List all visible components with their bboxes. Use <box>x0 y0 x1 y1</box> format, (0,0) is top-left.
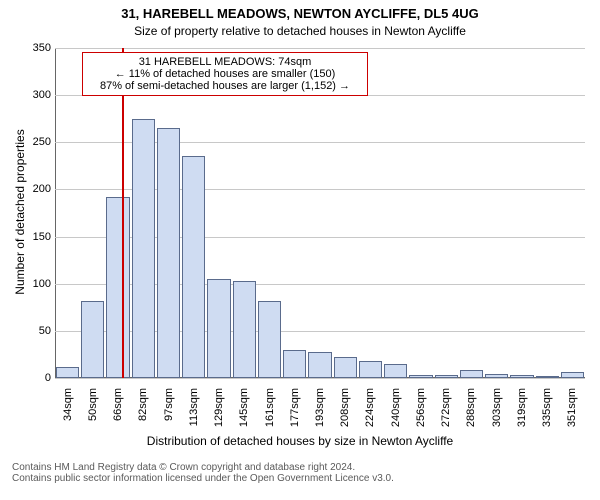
page-subtitle: Size of property relative to detached ho… <box>0 24 600 38</box>
y-tick-label: 100 <box>33 278 51 290</box>
x-tick-label: 288sqm <box>465 388 477 427</box>
x-tick-label: 113sqm <box>188 388 200 426</box>
histogram-bar <box>308 352 331 378</box>
x-tick-label: 224sqm <box>364 388 376 427</box>
histogram-bar <box>510 375 533 378</box>
x-tick-label: 319sqm <box>516 388 528 427</box>
histogram-bar <box>435 375 458 378</box>
histogram-bar <box>334 357 357 378</box>
histogram-bar <box>485 374 508 378</box>
histogram-bar <box>359 361 382 378</box>
x-tick-label: 272sqm <box>440 388 452 427</box>
x-tick-label: 351sqm <box>566 388 578 427</box>
annotation-line: ← 11% of detached houses are smaller (15… <box>86 68 364 80</box>
histogram-bar <box>56 367 79 378</box>
histogram-bar <box>207 279 230 378</box>
histogram-bar <box>258 301 281 378</box>
x-tick-label: 193sqm <box>314 388 326 427</box>
annotation-box: 31 HAREBELL MEADOWS: 74sqm← 11% of detac… <box>82 52 368 96</box>
histogram-bar <box>157 128 180 378</box>
x-tick-label: 97sqm <box>163 388 175 421</box>
footer-line: Contains HM Land Registry data © Crown c… <box>12 462 600 473</box>
x-tick-label: 177sqm <box>289 388 301 427</box>
x-tick-label: 82sqm <box>137 388 149 421</box>
histogram-bar <box>283 350 306 378</box>
y-axis-line <box>55 48 56 378</box>
x-tick-label: 335sqm <box>541 388 553 427</box>
y-tick-label: 350 <box>33 42 51 54</box>
y-tick-label: 250 <box>33 136 51 148</box>
page-title: 31, HAREBELL MEADOWS, NEWTON AYCLIFFE, D… <box>0 6 600 21</box>
y-tick-label: 150 <box>33 231 51 243</box>
histogram-bar <box>106 197 129 378</box>
histogram-bar <box>233 281 256 378</box>
x-axis-title: Distribution of detached houses by size … <box>0 434 600 448</box>
histogram-bar <box>384 364 407 378</box>
y-tick-label: 0 <box>45 372 51 384</box>
histogram-bar <box>182 156 205 378</box>
gridline <box>55 48 585 49</box>
x-tick-label: 208sqm <box>339 388 351 427</box>
footer-line: Contains public sector information licen… <box>12 473 600 484</box>
x-tick-label: 34sqm <box>62 388 74 421</box>
histogram-bar <box>409 375 432 378</box>
x-tick-label: 66sqm <box>112 388 124 421</box>
histogram-bar <box>561 372 584 378</box>
footer-attribution: Contains HM Land Registry data © Crown c… <box>12 462 600 484</box>
annotation-line: 87% of semi-detached houses are larger (… <box>86 80 364 92</box>
y-axis-title: Number of detached properties <box>13 112 27 312</box>
x-tick-label: 256sqm <box>415 388 427 427</box>
x-tick-label: 161sqm <box>264 388 276 427</box>
histogram-plot: 05010015020025030035034sqm50sqm66sqm82sq… <box>55 48 585 378</box>
x-tick-label: 303sqm <box>491 388 503 427</box>
gridline <box>55 378 585 379</box>
y-tick-label: 200 <box>33 183 51 195</box>
histogram-bar <box>460 370 483 378</box>
annotation-line: 31 HAREBELL MEADOWS: 74sqm <box>86 56 364 68</box>
x-tick-label: 129sqm <box>213 388 225 427</box>
x-tick-label: 145sqm <box>238 388 250 427</box>
histogram-bar <box>132 119 155 378</box>
y-tick-label: 300 <box>33 89 51 101</box>
histogram-bar <box>81 301 104 378</box>
y-tick-label: 50 <box>39 325 51 337</box>
x-tick-label: 240sqm <box>390 388 402 427</box>
marker-line <box>122 48 124 378</box>
histogram-bar <box>536 376 559 378</box>
x-tick-label: 50sqm <box>87 388 99 421</box>
